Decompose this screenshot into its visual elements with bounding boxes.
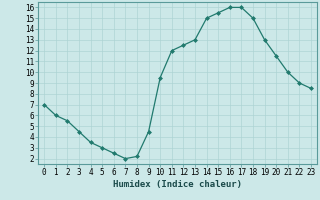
X-axis label: Humidex (Indice chaleur): Humidex (Indice chaleur) <box>113 180 242 189</box>
